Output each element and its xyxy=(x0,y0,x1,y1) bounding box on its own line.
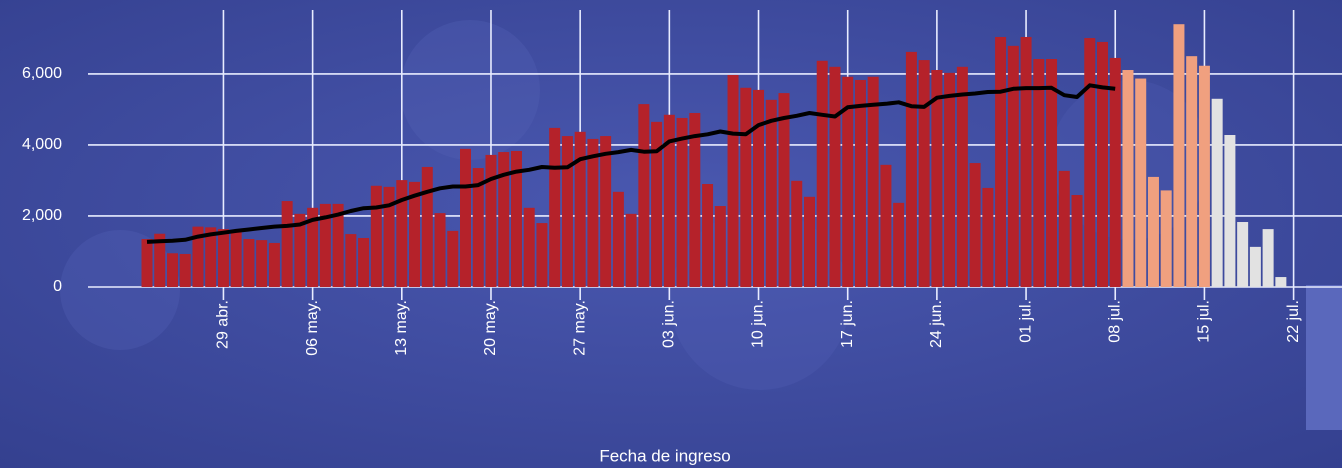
bar xyxy=(422,167,433,287)
bar xyxy=(626,214,637,287)
y-tick-label: 4,000 xyxy=(22,136,62,153)
bar xyxy=(1046,59,1057,287)
bar xyxy=(231,231,242,287)
bar xyxy=(587,139,598,287)
y-tick-label: 0 xyxy=(53,278,62,295)
bar xyxy=(906,52,917,287)
bar xyxy=(575,132,586,287)
x-tick-label: 17 jun. xyxy=(839,300,856,348)
x-tick-label: 27 may. xyxy=(571,300,588,356)
bar xyxy=(740,88,751,287)
x-tick-label: 13 may. xyxy=(393,300,410,356)
bar xyxy=(944,73,955,287)
y-tick-label: 2,000 xyxy=(22,207,62,224)
chart: Fecha de ingreso 0 2,000 4,000 6,000 29 abr.… xyxy=(0,0,1342,468)
bar xyxy=(256,240,267,287)
bar xyxy=(447,231,458,287)
x-tick-label: 22 jul. xyxy=(1285,300,1302,343)
bar xyxy=(1021,37,1032,287)
bar xyxy=(804,197,815,287)
bar xyxy=(1237,222,1248,287)
bar xyxy=(613,192,624,287)
bar xyxy=(728,75,739,287)
bar xyxy=(1110,58,1121,287)
x-tick-label: 29 abr. xyxy=(215,300,232,349)
bar xyxy=(1263,229,1274,287)
bar xyxy=(282,201,293,287)
bar xyxy=(600,136,611,287)
bar xyxy=(460,149,471,287)
bar xyxy=(1173,24,1184,287)
bar xyxy=(435,213,446,287)
bar xyxy=(562,136,573,287)
bar xyxy=(524,208,535,287)
bar xyxy=(549,128,560,287)
x-tick-label: 15 jul. xyxy=(1196,300,1213,343)
bar xyxy=(396,180,407,287)
bar xyxy=(638,104,649,287)
y-tick-label: 6,000 xyxy=(22,65,62,82)
bar xyxy=(868,77,879,287)
bar xyxy=(893,203,904,287)
bar xyxy=(1224,135,1235,287)
bar xyxy=(995,37,1006,287)
bar xyxy=(345,234,356,287)
bar xyxy=(766,100,777,287)
bar xyxy=(982,188,993,287)
bar xyxy=(1135,79,1146,287)
bar xyxy=(1059,171,1070,287)
bar xyxy=(753,90,764,287)
bar xyxy=(218,229,229,287)
bar xyxy=(1161,190,1172,287)
bar xyxy=(485,155,496,287)
x-tick-label: 24 jun. xyxy=(928,300,945,348)
x-tick-label: 10 jun. xyxy=(750,300,767,348)
bar xyxy=(536,223,547,287)
bar xyxy=(1008,46,1019,287)
bar xyxy=(791,181,802,287)
bar xyxy=(243,239,254,287)
bar xyxy=(779,93,790,287)
bar xyxy=(715,206,726,287)
bar xyxy=(269,243,280,287)
bar xyxy=(1097,42,1108,287)
bar xyxy=(1250,247,1261,287)
bar xyxy=(1033,59,1044,287)
x-tick-label: 03 jun. xyxy=(661,300,678,348)
bar xyxy=(1186,56,1197,287)
bar xyxy=(167,253,178,287)
x-axis-label: Fecha de ingreso xyxy=(599,446,730,465)
bar xyxy=(829,67,840,287)
bar xyxy=(919,60,930,287)
bar xyxy=(180,254,191,287)
side-panel xyxy=(1306,285,1342,430)
bar xyxy=(1275,277,1286,287)
bar xyxy=(689,113,700,287)
bar xyxy=(371,186,382,287)
bar xyxy=(855,80,866,287)
bar xyxy=(957,67,968,287)
bar xyxy=(1122,70,1133,287)
bar xyxy=(880,165,891,287)
bar xyxy=(817,61,828,287)
bar xyxy=(677,118,688,287)
bar xyxy=(1212,99,1223,287)
bar xyxy=(1072,195,1083,287)
page: Fecha de ingreso 0 2,000 4,000 6,000 29 abr.… xyxy=(0,0,1342,468)
bar xyxy=(1199,66,1210,287)
bar xyxy=(1148,177,1159,287)
bar xyxy=(142,239,153,287)
x-tick-label: 06 may. xyxy=(304,300,321,356)
x-tick-label: 08 jul. xyxy=(1106,300,1123,343)
x-tick-label: 20 may. xyxy=(482,300,499,356)
bar xyxy=(1084,38,1095,287)
bar xyxy=(358,238,369,287)
bar xyxy=(702,184,713,287)
decoration xyxy=(400,20,540,160)
bar xyxy=(970,163,981,287)
x-tick-label: 01 jul. xyxy=(1017,300,1034,343)
